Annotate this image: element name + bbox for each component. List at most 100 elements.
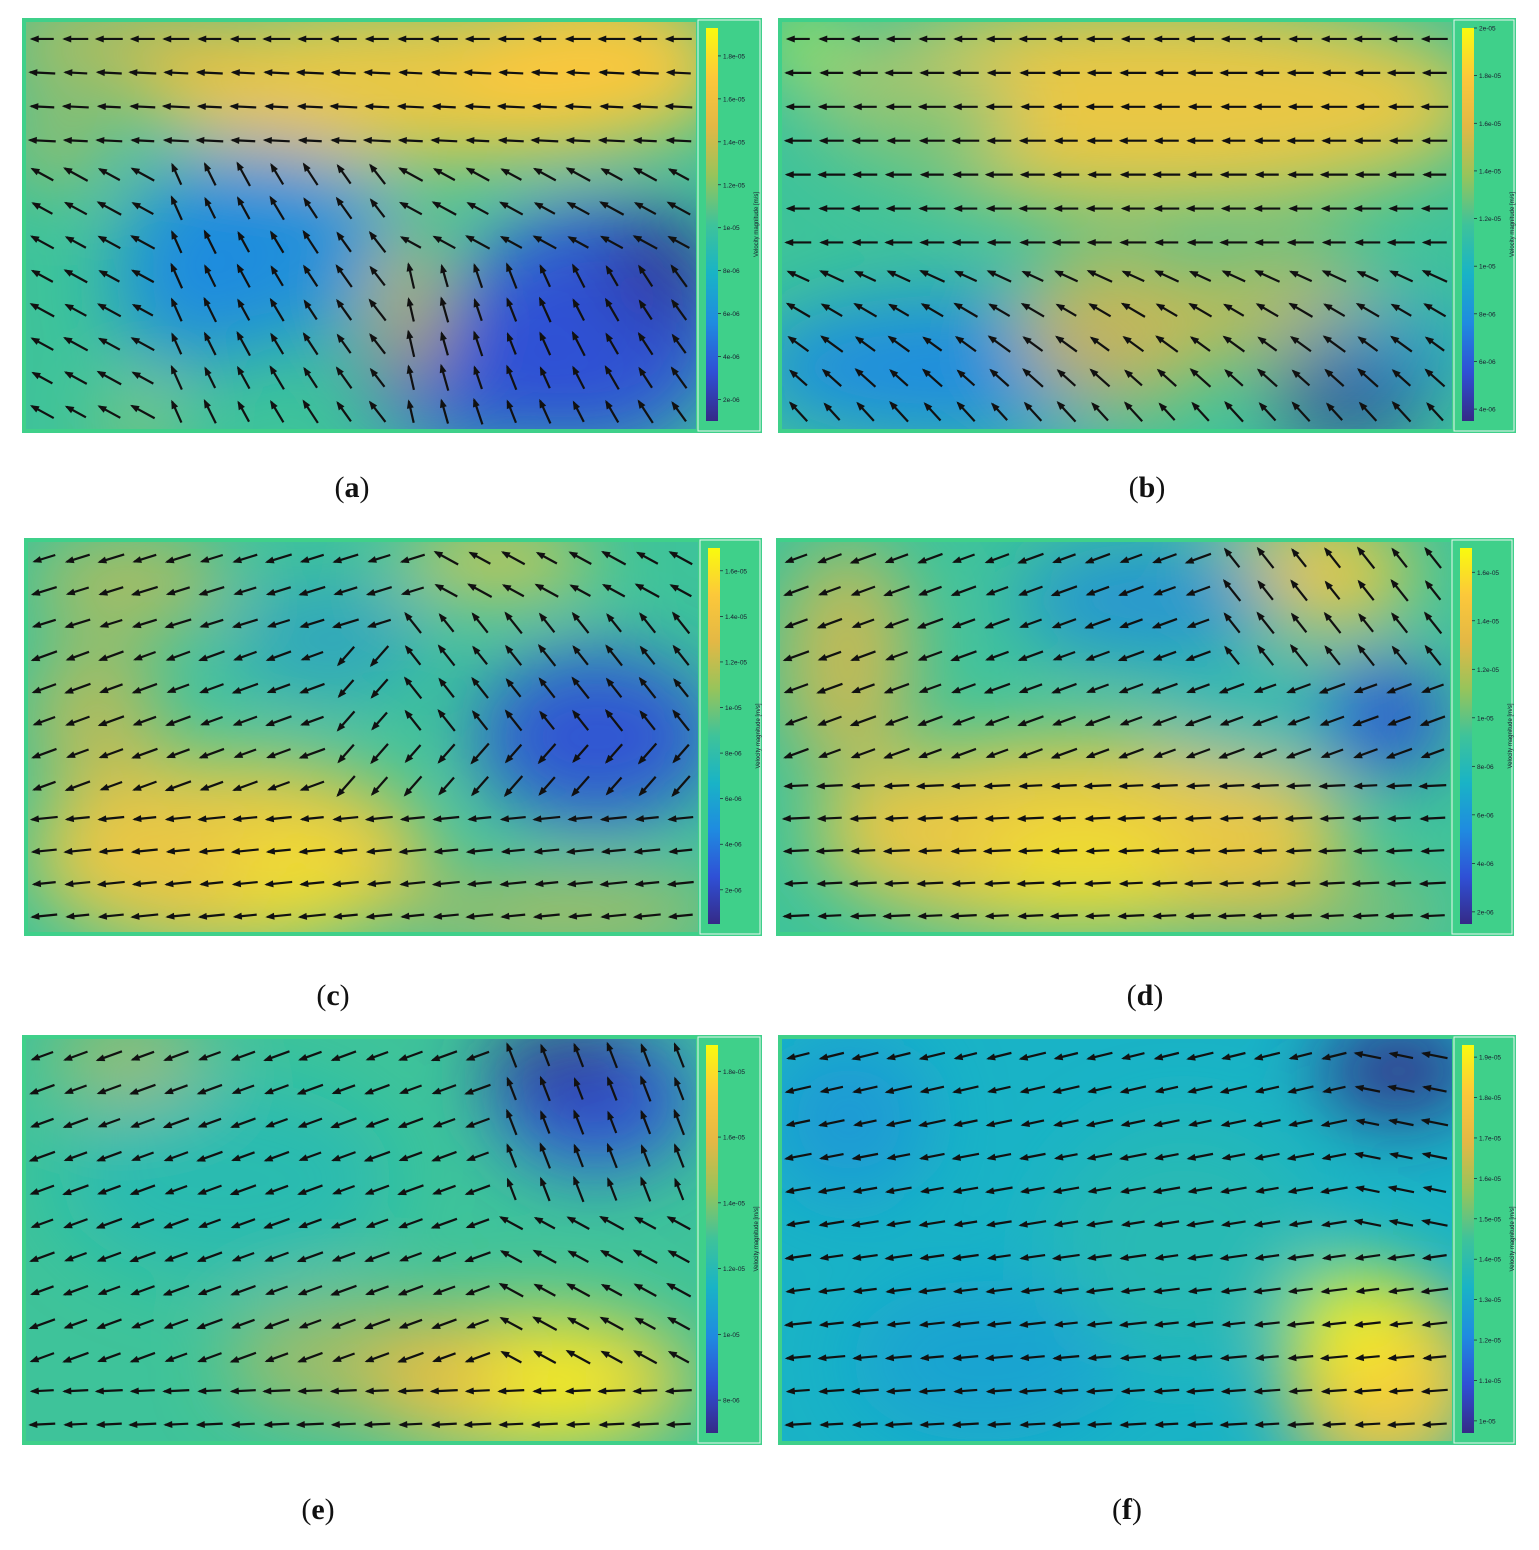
velocity-arrow [633, 847, 661, 855]
velocity-arrow [884, 1253, 913, 1262]
velocity-arrow [432, 1117, 456, 1128]
velocity-arrow [599, 235, 624, 250]
velocity-arrow [986, 1420, 1011, 1428]
velocity-arrow [1354, 171, 1380, 179]
velocity-arrow [634, 583, 660, 598]
velocity-arrow [885, 1119, 912, 1128]
velocity-arrow [369, 645, 390, 668]
caption-letter: d [1136, 979, 1154, 1012]
velocity-arrow [1152, 553, 1177, 564]
velocity-arrow [1388, 35, 1414, 43]
velocity-arrow [1085, 1287, 1114, 1295]
velocity-arrow [330, 136, 357, 144]
velocity-arrow [1421, 1151, 1448, 1160]
velocity-arrow [600, 1284, 623, 1297]
velocity-arrow [370, 678, 389, 699]
velocity-arrow [1256, 546, 1275, 569]
velocity-arrow [1187, 1186, 1213, 1194]
velocity-arrow [433, 551, 459, 566]
velocity-arrow [1387, 1354, 1415, 1362]
colorbar-tick-label: 1.1e-05 [1479, 1378, 1501, 1385]
velocity-arrow [31, 202, 53, 215]
velocity-arrow [364, 1083, 390, 1095]
velocity-arrow [64, 303, 87, 317]
panel-a: 2e-06 4e-06 6e-06 8e-06 1e-05 1.2e-05 1.4e-05 1… [22, 18, 762, 433]
velocity-arrow [1353, 1051, 1382, 1060]
velocity-arrow [63, 69, 88, 77]
colorbar-gradient [708, 548, 720, 924]
velocity-arrow [29, 303, 55, 318]
velocity-arrow [363, 1318, 391, 1330]
velocity-arrow [917, 103, 946, 111]
velocity-arrow [1221, 1320, 1246, 1328]
velocity-arrow [203, 399, 217, 424]
velocity-arrow [130, 1050, 155, 1061]
velocity-arrow [297, 912, 326, 920]
velocity-arrow [640, 1109, 652, 1135]
velocity-arrow [950, 650, 977, 662]
velocity-arrow [1254, 238, 1280, 246]
velocity-arrow [1351, 880, 1380, 888]
velocity-arrow [1152, 1354, 1181, 1362]
velocity-arrow [664, 1387, 692, 1395]
velocity-arrow [369, 198, 386, 218]
velocity-arrow [1117, 847, 1144, 855]
velocity-arrow [1218, 782, 1245, 790]
velocity-arrow [404, 709, 422, 731]
velocity-arrow [665, 136, 692, 144]
velocity-arrow [538, 296, 552, 323]
velocity-arrow [1286, 238, 1314, 246]
velocity-arrow [198, 847, 225, 855]
velocity-arrow [601, 584, 626, 598]
velocity-arrow [850, 650, 876, 662]
velocity-arrow [1052, 1085, 1080, 1095]
colorbar-title: Velocity magnitude [m/s] [756, 703, 762, 768]
velocity-arrow [819, 1253, 844, 1261]
velocity-arrow [1022, 336, 1044, 352]
velocity-arrow [369, 333, 386, 355]
velocity-arrow [265, 912, 292, 920]
caption-open-paren: ( [1126, 979, 1137, 1012]
velocity-arrow [982, 847, 1011, 855]
velocity-arrow [430, 136, 458, 144]
velocity-arrow [1355, 302, 1380, 318]
velocity-arrow [849, 912, 876, 920]
velocity-arrow [499, 1317, 523, 1331]
velocity-arrow [1390, 335, 1413, 353]
heat-region [476, 651, 698, 823]
velocity-arrow [607, 1110, 618, 1134]
velocity-arrow [606, 1076, 618, 1101]
velocity-arrow [885, 1387, 911, 1395]
velocity-arrow [1287, 171, 1314, 179]
velocity-arrow [1153, 1051, 1180, 1061]
velocity-arrow [130, 1117, 155, 1128]
velocity-arrow [666, 1216, 691, 1231]
velocity-arrow [399, 236, 422, 249]
velocity-arrow [1291, 548, 1307, 568]
velocity-arrow [785, 1220, 810, 1228]
velocity-arrow [263, 1050, 290, 1062]
velocity-arrow [336, 164, 352, 185]
velocity-arrow [1086, 238, 1112, 246]
velocity-arrow [537, 644, 557, 667]
velocity-arrow [128, 1421, 157, 1429]
velocity-arrow [986, 1152, 1012, 1161]
heat-region [1050, 1119, 1318, 1361]
velocity-arrow [789, 369, 808, 387]
panel-caption-a: (a) [292, 471, 412, 505]
velocity-heatmap [782, 22, 1452, 429]
heat-region [1016, 245, 1218, 409]
velocity-arrow [1184, 552, 1212, 564]
velocity-arrow [1183, 880, 1212, 888]
velocity-arrow [1055, 335, 1078, 353]
velocity-arrow [785, 302, 811, 318]
velocity-arrow [29, 35, 54, 43]
velocity-arrow [164, 1084, 188, 1095]
velocity-arrow [64, 236, 87, 249]
velocity-arrow [1084, 552, 1111, 564]
velocity-arrow [534, 583, 559, 598]
velocity-arrow [465, 235, 491, 250]
velocity-arrow [1391, 369, 1412, 387]
velocity-arrow [951, 1421, 979, 1429]
velocity-arrow [396, 103, 424, 111]
